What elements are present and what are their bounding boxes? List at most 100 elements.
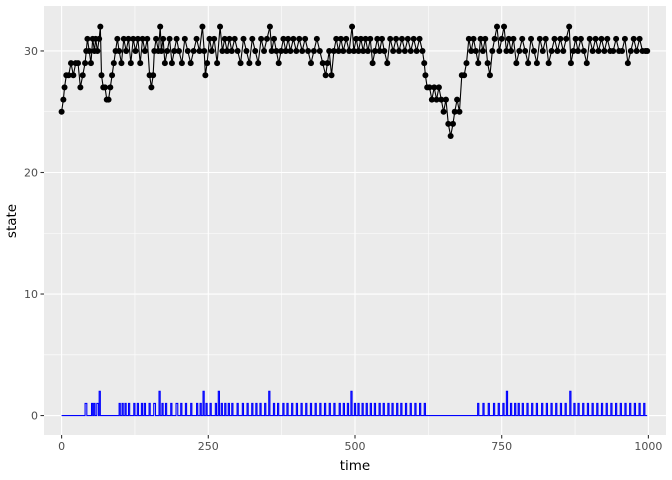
series-point: [67, 60, 74, 67]
series-point: [193, 35, 200, 42]
series-point: [433, 96, 440, 103]
series-point: [510, 35, 517, 42]
series-point: [560, 47, 567, 54]
series-point: [513, 60, 520, 67]
series-point: [477, 35, 484, 42]
series-point: [447, 133, 454, 140]
series-point: [633, 47, 640, 54]
series-point: [530, 47, 537, 54]
series-point: [367, 35, 374, 42]
series-point: [171, 47, 178, 54]
series-point: [307, 60, 314, 67]
series-point: [404, 35, 411, 42]
series-point: [268, 47, 275, 54]
series-point: [196, 47, 203, 54]
series-point: [252, 47, 259, 54]
series-point: [503, 47, 510, 54]
series-point: [150, 72, 157, 79]
series-point: [65, 72, 72, 79]
series-point: [228, 47, 235, 54]
series-point: [468, 47, 475, 54]
x-axis-title: time: [340, 458, 371, 474]
series-point: [137, 60, 144, 67]
series-point: [94, 47, 101, 54]
series-point: [350, 47, 357, 54]
series-point: [470, 35, 477, 42]
series-point: [61, 84, 68, 91]
series-point: [206, 35, 213, 42]
series-point: [77, 84, 84, 91]
series-point: [293, 47, 300, 54]
series-point: [525, 60, 532, 67]
series-point: [310, 47, 317, 54]
series-point: [219, 47, 226, 54]
series-point: [533, 60, 540, 67]
series-point: [148, 84, 155, 91]
y-tick-label: 20: [24, 166, 38, 179]
series-point: [586, 35, 593, 42]
series-point: [166, 35, 173, 42]
series-point: [58, 108, 65, 115]
series-point: [454, 96, 461, 103]
series-point: [337, 35, 344, 42]
series-point: [263, 35, 270, 42]
series-point: [355, 47, 362, 54]
series-point: [566, 23, 573, 30]
series-point: [580, 47, 587, 54]
series-point: [214, 60, 221, 67]
series-point: [271, 35, 278, 42]
series-point: [554, 47, 561, 54]
series-point: [435, 84, 442, 91]
series-point: [486, 72, 493, 79]
series-point: [118, 60, 125, 67]
series-point: [168, 60, 175, 67]
series-point: [528, 35, 535, 42]
series-point: [231, 35, 238, 42]
series-point: [570, 47, 577, 54]
series-point: [199, 23, 206, 30]
x-tick-label: 0: [58, 440, 65, 453]
series-point: [410, 35, 417, 42]
series-point: [107, 84, 114, 91]
series-point: [187, 60, 194, 67]
series-point: [160, 35, 167, 42]
series-point: [592, 35, 599, 42]
series-point: [151, 47, 158, 54]
series-point: [630, 35, 637, 42]
series-point: [273, 47, 280, 54]
y-tick-label: 0: [31, 410, 38, 423]
series-point: [109, 72, 116, 79]
series-point: [494, 23, 501, 30]
series-point: [381, 47, 388, 54]
series-point: [97, 23, 104, 30]
series-point: [340, 47, 347, 54]
series-point: [319, 60, 326, 67]
series-point: [465, 35, 472, 42]
series-point: [445, 120, 452, 127]
series-point: [246, 60, 253, 67]
series-point: [371, 47, 378, 54]
series-point: [595, 47, 602, 54]
series-point: [132, 47, 139, 54]
series-point: [333, 35, 340, 42]
series-point: [305, 47, 312, 54]
series-point: [125, 35, 132, 42]
series-point: [463, 60, 470, 67]
series-point: [461, 72, 468, 79]
series-point: [110, 60, 117, 67]
series-point: [557, 35, 564, 42]
series-point: [190, 47, 197, 54]
series-point: [98, 72, 105, 79]
series-point: [589, 47, 596, 54]
series-point: [324, 60, 331, 67]
series-point: [505, 35, 512, 42]
series-point: [79, 72, 86, 79]
series-point: [548, 47, 555, 54]
series-point: [407, 47, 414, 54]
series-point: [96, 35, 103, 42]
series-point: [302, 35, 309, 42]
series-point: [157, 23, 164, 30]
series-point: [139, 35, 146, 42]
series-point: [202, 72, 209, 79]
